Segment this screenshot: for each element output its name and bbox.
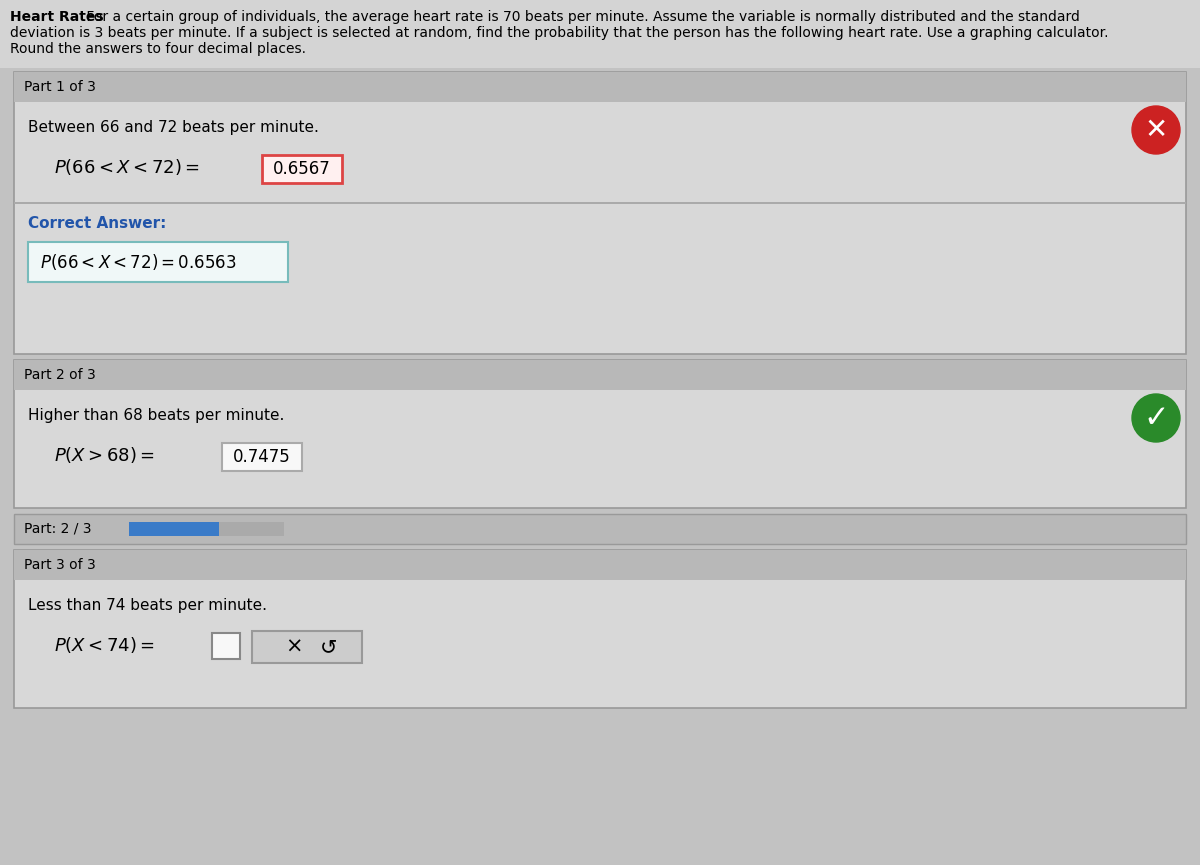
Text: deviation is 3 beats per minute. If a subject is selected at random, find the pr: deviation is 3 beats per minute. If a su… bbox=[10, 26, 1109, 40]
Text: Part 2 of 3: Part 2 of 3 bbox=[24, 368, 96, 382]
Bar bbox=[28, 242, 288, 282]
Text: $P(X > 68) =$: $P(X > 68) =$ bbox=[54, 445, 155, 465]
Text: Heart Rates: Heart Rates bbox=[10, 10, 103, 24]
Bar bbox=[14, 72, 1186, 354]
Text: $P(X < 74) =$: $P(X < 74) =$ bbox=[54, 635, 155, 655]
Text: Correct Answer:: Correct Answer: bbox=[28, 216, 167, 231]
Text: Less than 74 beats per minute.: Less than 74 beats per minute. bbox=[28, 598, 266, 613]
Bar bbox=[0, 0, 1200, 68]
Bar bbox=[262, 155, 342, 183]
Circle shape bbox=[1132, 394, 1180, 442]
Text: Part 3 of 3: Part 3 of 3 bbox=[24, 558, 96, 572]
Bar bbox=[14, 72, 1186, 102]
Bar bbox=[14, 514, 1186, 544]
Bar bbox=[222, 443, 302, 471]
Text: 0.6567: 0.6567 bbox=[274, 160, 331, 178]
Text: 0.7475: 0.7475 bbox=[233, 448, 290, 466]
Bar bbox=[212, 633, 240, 659]
Text: For a certain group of individuals, the average heart rate is 70 beats per minut: For a certain group of individuals, the … bbox=[82, 10, 1080, 24]
Text: Part: 2 / 3: Part: 2 / 3 bbox=[24, 522, 91, 536]
Text: Higher than 68 beats per minute.: Higher than 68 beats per minute. bbox=[28, 408, 284, 423]
Text: ✕: ✕ bbox=[1145, 116, 1168, 144]
Bar bbox=[220, 522, 284, 536]
Bar bbox=[14, 360, 1186, 390]
Text: $P(66 < X < 72) = 0.6563$: $P(66 < X < 72) = 0.6563$ bbox=[40, 252, 236, 272]
Text: Round the answers to four decimal places.: Round the answers to four decimal places… bbox=[10, 42, 306, 56]
Bar bbox=[130, 522, 220, 536]
Bar bbox=[14, 360, 1186, 508]
Circle shape bbox=[1132, 106, 1180, 154]
Text: ×: × bbox=[286, 637, 302, 657]
Text: ✓: ✓ bbox=[1144, 403, 1169, 432]
Text: $P(66 < X < 72) =$: $P(66 < X < 72) =$ bbox=[54, 157, 200, 177]
Bar bbox=[14, 550, 1186, 580]
Bar bbox=[252, 631, 362, 663]
Text: Part 1 of 3: Part 1 of 3 bbox=[24, 80, 96, 94]
Text: ↺: ↺ bbox=[320, 637, 337, 657]
Bar bbox=[14, 550, 1186, 708]
Bar bbox=[14, 202, 1186, 203]
Text: Between 66 and 72 beats per minute.: Between 66 and 72 beats per minute. bbox=[28, 120, 319, 135]
